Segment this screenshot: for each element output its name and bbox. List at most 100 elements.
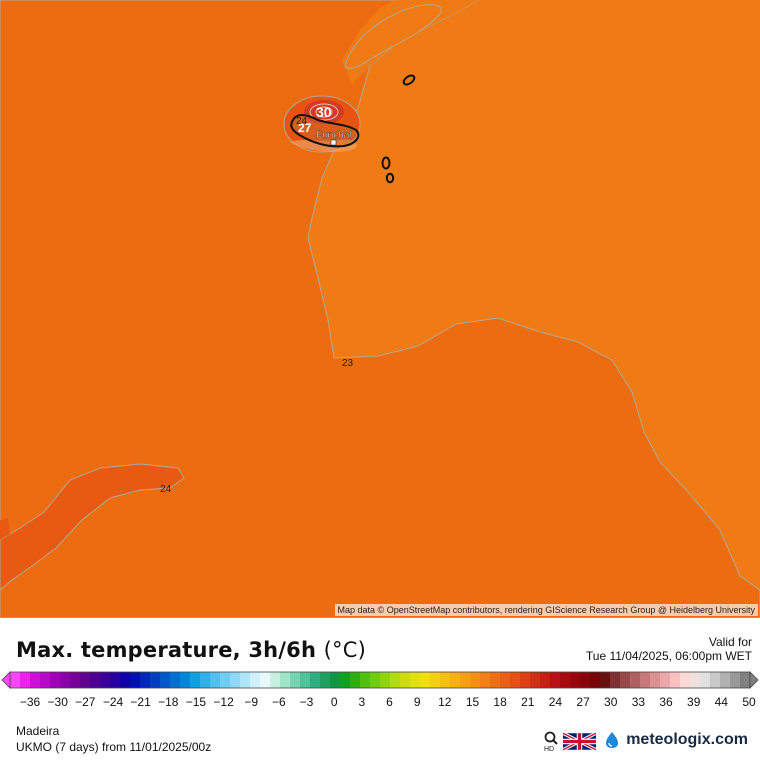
porto-santo-island xyxy=(402,74,416,86)
scale-swatch xyxy=(460,672,471,688)
valid-time[interactable]: Tue 11/04/2025, 06:00pm WET xyxy=(585,649,752,663)
legend-panel: Max. temperature, 3h/6h (°C) Valid for T… xyxy=(0,618,760,760)
scale-tick-label: 44 xyxy=(715,695,729,709)
legend-unit: (°C) xyxy=(323,638,367,662)
scale-tick-label: 39 xyxy=(687,695,701,709)
scale-swatch xyxy=(120,672,131,688)
scale-tick-label: 15 xyxy=(466,695,480,709)
desertas-islet-north xyxy=(381,156,391,170)
scale-swatch xyxy=(90,672,101,688)
scale-swatch xyxy=(30,672,41,688)
scale-tick-label: 9 xyxy=(414,695,421,709)
scale-tick-label: 27 xyxy=(576,695,590,709)
scale-swatch xyxy=(640,672,651,688)
scale-swatch xyxy=(650,672,661,688)
color-scale-bar xyxy=(9,671,751,689)
scale-swatch xyxy=(420,672,431,688)
scale-swatch xyxy=(210,672,221,688)
scale-tick-label: 6 xyxy=(386,695,393,709)
scale-tick-label: −12 xyxy=(213,695,234,709)
scale-swatch xyxy=(380,672,391,688)
model-run[interactable]: UKMO (7 days) from 11/01/2025/00z xyxy=(16,740,212,754)
island-glow xyxy=(290,139,357,153)
map-canvas: Funchal 30 27 24 23 24 xyxy=(0,0,760,618)
funchal-marker[interactable] xyxy=(330,139,337,146)
scale-swatch xyxy=(500,672,511,688)
scale-swatch xyxy=(70,672,81,688)
brand-name[interactable]: meteologix.com xyxy=(626,731,748,748)
scale-tick-label: 33 xyxy=(632,695,646,709)
scale-swatch xyxy=(20,672,31,688)
scale-tick-label: −27 xyxy=(75,695,96,709)
scale-swatch xyxy=(140,672,151,688)
scale-swatch xyxy=(200,672,211,688)
scale-swatch xyxy=(720,672,731,688)
hd-zoom-icon[interactable]: HD xyxy=(543,730,561,752)
scale-swatch xyxy=(110,672,121,688)
scale-swatch xyxy=(300,672,311,688)
contour-label-24-southwest: 24 xyxy=(160,484,172,495)
scale-swatch xyxy=(470,672,481,688)
scale-swatch xyxy=(190,672,201,688)
scale-swatch xyxy=(410,672,421,688)
scale-swatch xyxy=(230,672,241,688)
scale-swatch xyxy=(430,672,441,688)
uk-flag-icon[interactable] xyxy=(563,732,596,751)
scale-swatch xyxy=(580,672,591,688)
scale-swatch xyxy=(50,672,61,688)
scale-swatch xyxy=(570,672,581,688)
scale-swatch xyxy=(530,672,541,688)
legend-title-text: Max. temperature, 3h/6h xyxy=(16,638,317,662)
scale-tick-label: −24 xyxy=(103,695,124,709)
scale-tick-label: 12 xyxy=(438,695,452,709)
scale-swatch xyxy=(630,672,641,688)
contour-label-30: 30 xyxy=(316,104,332,120)
scale-swatch xyxy=(730,672,741,688)
scale-tick-label: −18 xyxy=(158,695,179,709)
scale-swatch xyxy=(440,672,451,688)
scale-swatch xyxy=(180,672,191,688)
scale-tick-label: −6 xyxy=(272,695,286,709)
scale-swatch xyxy=(100,672,111,688)
scale-swatch xyxy=(350,672,361,688)
scale-swatch xyxy=(550,672,561,688)
scale-swatch xyxy=(10,672,21,688)
scale-swatch xyxy=(690,672,701,688)
scale-swatch xyxy=(740,672,751,688)
valid-label: Valid for xyxy=(708,635,752,649)
scale-swatch xyxy=(510,672,521,688)
svg-text:HD: HD xyxy=(544,746,554,752)
scale-swatch xyxy=(370,672,381,688)
color-scale: −36 −30 −27 −24 −21 −18 −15 −12 −9 −6 −3 0 3 6 9 12 15 18… xyxy=(1,671,759,709)
region-name: Madeira xyxy=(16,724,60,738)
scale-swatch xyxy=(160,672,171,688)
scale-swatch xyxy=(280,672,291,688)
scale-swatch xyxy=(340,672,351,688)
contour-label-23: 23 xyxy=(342,358,354,369)
scale-swatch xyxy=(40,672,51,688)
scale-swatch xyxy=(400,672,411,688)
scale-swatch xyxy=(450,672,461,688)
scale-swatch xyxy=(270,672,281,688)
scale-tick-label: −9 xyxy=(244,695,258,709)
legend-title: Max. temperature, 3h/6h (°C) xyxy=(16,638,366,662)
scale-swatch xyxy=(700,672,711,688)
scale-arrow-right-icon xyxy=(749,671,759,689)
scale-swatch xyxy=(670,672,681,688)
contour-label-24-island: 24 xyxy=(296,116,308,127)
scale-swatch xyxy=(290,672,301,688)
scale-tick-label: −30 xyxy=(48,695,69,709)
scale-swatch xyxy=(390,672,401,688)
scale-tick-label: 30 xyxy=(604,695,618,709)
contour-label-27: 27 xyxy=(298,121,312,135)
scale-swatch xyxy=(310,672,321,688)
scale-swatch xyxy=(600,672,611,688)
temperature-map[interactable]: Funchal 30 27 24 23 24 Map data © OpenSt… xyxy=(0,0,760,618)
scale-tick-label: 36 xyxy=(659,695,673,709)
scale-tick-label: 18 xyxy=(493,695,507,709)
map-attribution[interactable]: Map data © OpenStreetMap contributors, r… xyxy=(334,604,758,616)
scale-swatch xyxy=(240,672,251,688)
desertas-islet-south xyxy=(385,172,395,184)
meteologix-logo-icon xyxy=(606,732,618,748)
scale-swatch xyxy=(490,672,501,688)
